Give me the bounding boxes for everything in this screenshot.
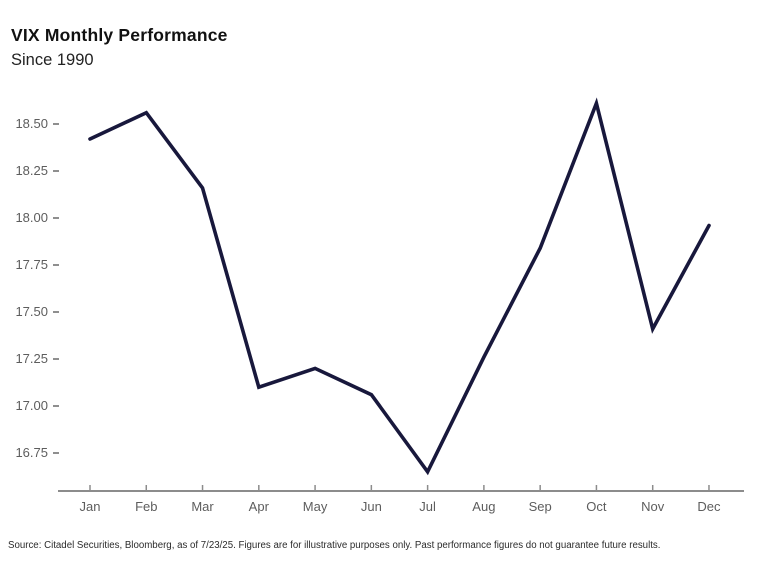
y-tick-label: 17.50 — [15, 304, 48, 319]
x-tick-label: May — [302, 499, 328, 514]
x-tick-label: Feb — [135, 499, 158, 514]
x-tick-label: Jul — [419, 499, 436, 514]
chart-subtitle: Since 1990 — [11, 51, 94, 69]
y-tick-mark — [53, 264, 59, 266]
x-tick-label: Aug — [472, 499, 496, 514]
y-tick-label: 18.50 — [15, 116, 48, 131]
source-disclaimer: Source: Citadel Securities, Bloomberg, a… — [8, 540, 661, 551]
y-tick-label: 17.25 — [15, 351, 48, 366]
y-tick-mark — [53, 311, 59, 313]
y-tick-label: 16.75 — [15, 445, 48, 460]
y-tick-label: 17.00 — [15, 398, 48, 413]
y-tick-mark — [53, 358, 59, 360]
vix-line-series — [88, 97, 711, 476]
x-tick-label: Jun — [360, 499, 382, 514]
y-tick-label: 17.75 — [15, 257, 48, 272]
x-tick-label: Sep — [528, 499, 552, 514]
x-tick-label: Mar — [191, 499, 214, 514]
chart-title: VIX Monthly Performance — [11, 25, 228, 45]
y-tick-label: 18.25 — [15, 163, 48, 178]
x-tick-label: Apr — [248, 499, 269, 514]
x-tick-label: Dec — [697, 499, 721, 514]
y-tick-mark — [53, 405, 59, 407]
y-tick-mark — [53, 123, 59, 125]
y-tick-mark — [53, 452, 59, 454]
y-tick-mark — [53, 217, 59, 219]
y-tick-label: 18.00 — [15, 210, 48, 225]
y-tick-mark — [53, 170, 59, 172]
x-tick-label: Oct — [586, 499, 607, 514]
x-tick-label: Nov — [641, 499, 665, 514]
x-tick-label: Jan — [79, 499, 101, 514]
